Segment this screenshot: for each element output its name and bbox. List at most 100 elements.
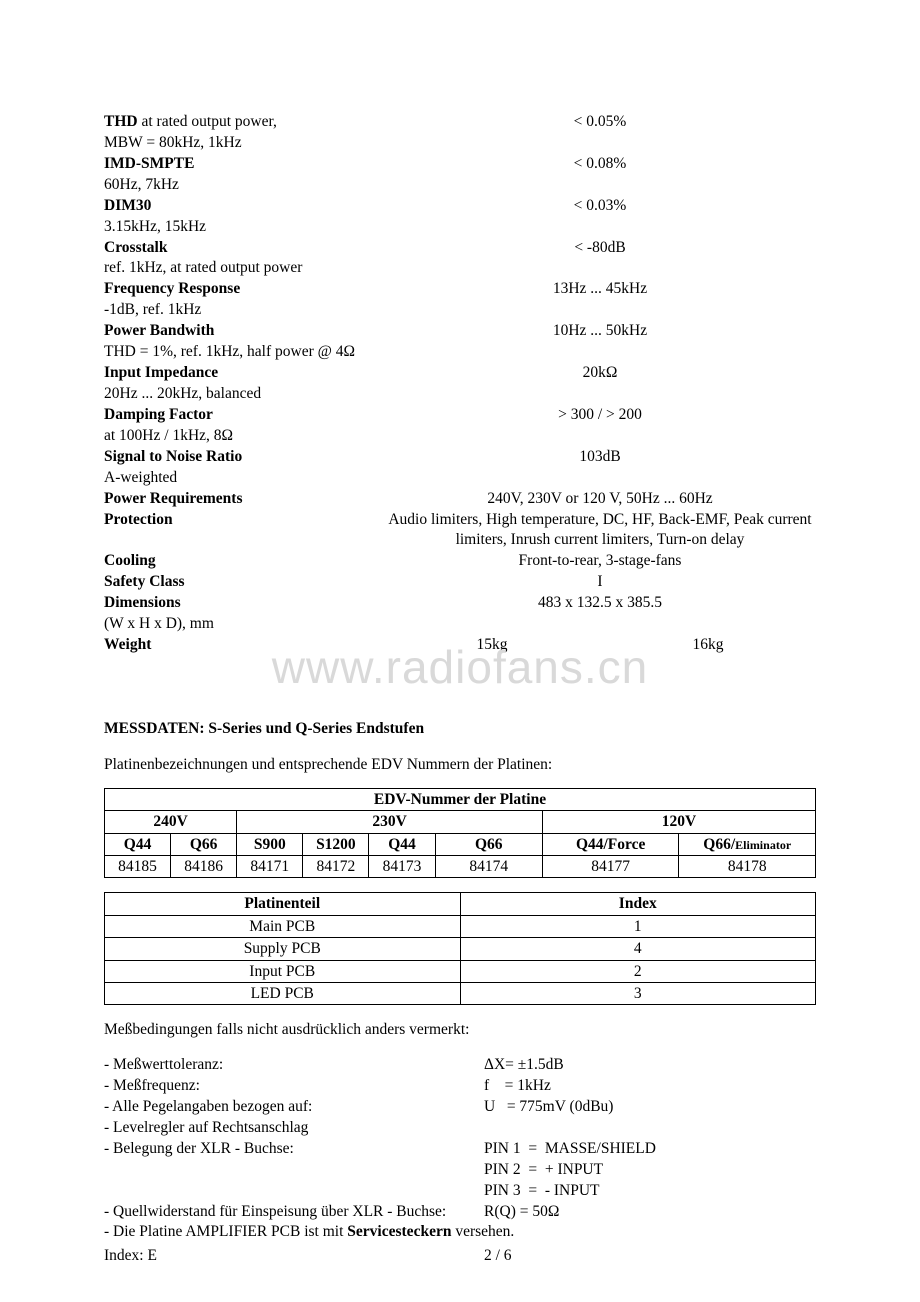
spec-value: < 0.08% [384, 154, 816, 175]
spec-row: Signal to Noise Ratio103dB [104, 447, 816, 468]
spec-sublabel: 3.15kHz, 15kHz [104, 217, 424, 238]
spec-row: Power Requirements240V, 230V or 120 V, 5… [104, 489, 816, 510]
condition-value: ΔX= ±1.5dB [484, 1055, 816, 1076]
spec-sublabel-row: -1dB, ref. 1kHz [104, 300, 816, 321]
condition-label: - Meßwerttoleranz: [104, 1055, 484, 1076]
spec-value: 10Hz ... 50kHz [384, 321, 816, 342]
condition-label: - Meßfrequenz: [104, 1076, 484, 1097]
table-header: Q44 [105, 833, 171, 855]
document-page: THD at rated output power,< 0.05%MBW = 8… [0, 0, 920, 1302]
spec-sublabel: A-weighted [104, 468, 424, 489]
spec-label: Power Requirements [104, 489, 384, 510]
spec-value: < 0.03% [384, 196, 816, 217]
spec-row: Frequency Response13Hz ... 45kHz [104, 279, 816, 300]
spec-value: 240V, 230V or 120 V, 50Hz ... 60Hz [384, 489, 816, 510]
condition-label: - Alle Pegelangaben bezogen auf: [104, 1097, 484, 1118]
spec-row: DIM30< 0.03% [104, 196, 816, 217]
condition-label [104, 1160, 484, 1181]
spec-row: CoolingFront-to-rear, 3-stage-fans [104, 551, 816, 572]
table-header: Index [460, 893, 816, 915]
condition-row: PIN 2 = + INPUT [104, 1160, 816, 1181]
table-header: Q44/Force [542, 833, 679, 855]
spec-value: < 0.05% [384, 112, 816, 133]
final-note-bold: Servicesteckern [347, 1223, 451, 1240]
table-header: Platinenteil [105, 893, 461, 915]
condition-row: - Alle Pegelangaben bezogen auf:U = 775m… [104, 1097, 816, 1118]
spec-sublabel-row: A-weighted [104, 468, 816, 489]
condition-label: - Quellwiderstand für Einspeisung über X… [104, 1202, 484, 1223]
condition-row: - Levelregler auf Rechtsanschlag [104, 1118, 816, 1139]
condition-row: - Quellwiderstand für Einspeisung über X… [104, 1202, 816, 1223]
condition-value: R(Q) = 50Ω [484, 1202, 816, 1223]
table-cell: 84173 [369, 856, 435, 878]
spec-value: < -80dB [384, 238, 816, 259]
spec-sublabel: 60Hz, 7kHz [104, 175, 424, 196]
table-cell: 3 [460, 982, 816, 1004]
condition-value: f = 1kHz [484, 1076, 816, 1097]
spec-label: Cooling [104, 551, 384, 572]
spec-sublabel-row: (W x H x D), mm [104, 614, 816, 635]
condition-value: U = 775mV (0dBu) [484, 1097, 816, 1118]
conditions-intro: Meßbedingungen falls nicht ausdrücklich … [104, 1021, 816, 1039]
table-header: Q66 [171, 833, 237, 855]
condition-row: PIN 3 = - INPUT [104, 1181, 816, 1202]
table-cell: 1 [460, 915, 816, 937]
condition-value: PIN 3 = - INPUT [484, 1181, 816, 1202]
table-header: 120V [542, 811, 815, 833]
spec-value: 20kΩ [384, 363, 816, 384]
spec-label: Power Bandwith [104, 321, 384, 342]
table-cell: 84185 [105, 856, 171, 878]
spec-sublabel-row: ref. 1kHz, at rated output power [104, 258, 816, 279]
table-cell: Input PCB [105, 960, 461, 982]
table-cell: 84186 [171, 856, 237, 878]
spec-sublabel-row: 60Hz, 7kHz [104, 175, 816, 196]
spec-row: Safety ClassI [104, 572, 816, 593]
table-cell: 2 [460, 960, 816, 982]
table-row: Main PCB1 [105, 915, 816, 937]
condition-row: - Belegung der XLR - Buchse:PIN 1 = MASS… [104, 1139, 816, 1160]
table-row: LED PCB3 [105, 982, 816, 1004]
spec-row: ProtectionAudio limiters, High temperatu… [104, 510, 816, 552]
condition-value: PIN 1 = MASSE/SHIELD [484, 1139, 816, 1160]
spec-row: Damping Factor> 300 / > 200 [104, 405, 816, 426]
spec-value: 15kg16kg [384, 635, 816, 656]
spec-value: 13Hz ... 45kHz [384, 279, 816, 300]
spec-sublabel-row: MBW = 80kHz, 1kHz [104, 133, 816, 154]
spec-label: THD at rated output power, [104, 112, 384, 133]
condition-row: - Meßfrequenz:f = 1kHz [104, 1076, 816, 1097]
table-cell: 84172 [303, 856, 369, 878]
spec-label: Frequency Response [104, 279, 384, 300]
edv-nummer-table: EDV-Nummer der Platine240V230V120VQ44Q66… [104, 788, 816, 879]
table-row: Input PCB2 [105, 960, 816, 982]
table-header: Q44 [369, 833, 435, 855]
spec-sublabel: (W x H x D), mm [104, 614, 424, 635]
condition-value: PIN 2 = + INPUT [484, 1160, 816, 1181]
spec-label: Input Impedance [104, 363, 384, 384]
spec-label: Dimensions [104, 593, 384, 614]
spec-row: THD at rated output power,< 0.05% [104, 112, 816, 133]
table-header: S900 [237, 833, 303, 855]
spec-label: Protection [104, 510, 384, 552]
spec-row: Dimensions483 x 132.5 x 385.5 [104, 593, 816, 614]
spec-label: Weight [104, 635, 384, 656]
condition-label [104, 1181, 484, 1202]
section-title-messdaten: MESSDATEN: S-Series und Q-Series Endstuf… [104, 720, 816, 738]
footer-page-number: 2 / 6 [484, 1247, 512, 1265]
intro-text: Platinenbezeichnungen und entsprechende … [104, 756, 816, 774]
spec-label: Signal to Noise Ratio [104, 447, 384, 468]
final-note-post: versehen. [451, 1223, 514, 1240]
spec-sublabel-row: at 100Hz / 1kHz, 8Ω [104, 426, 816, 447]
spec-label: Safety Class [104, 572, 384, 593]
condition-label: - Belegung der XLR - Buchse: [104, 1139, 484, 1160]
table-cell: Main PCB [105, 915, 461, 937]
spec-label: IMD-SMPTE [104, 154, 384, 175]
spec-sublabel-row: THD = 1%, ref. 1kHz, half power @ 4Ω [104, 342, 816, 363]
spec-row: Input Impedance20kΩ [104, 363, 816, 384]
specifications-list: THD at rated output power,< 0.05%MBW = 8… [104, 112, 816, 656]
spec-value: Front-to-rear, 3-stage-fans [384, 551, 816, 572]
spec-value: I [384, 572, 816, 593]
spec-label: DIM30 [104, 196, 384, 217]
condition-label: - Levelregler auf Rechtsanschlag [104, 1118, 484, 1139]
spec-sublabel: -1dB, ref. 1kHz [104, 300, 424, 321]
table-header: 230V [237, 811, 543, 833]
